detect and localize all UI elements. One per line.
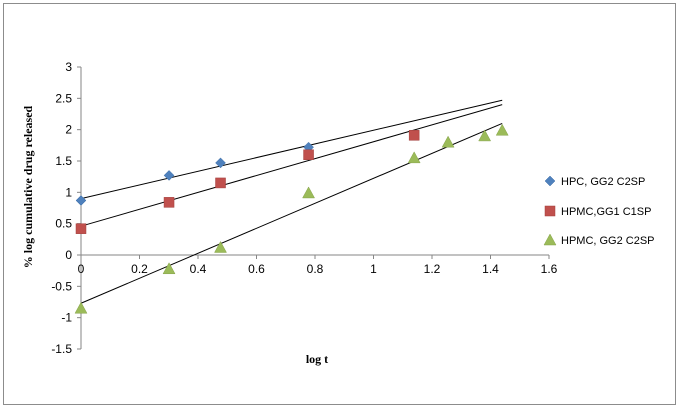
legend-label-1: HPC, GG2 C2SP	[561, 176, 645, 188]
y-axis-title: % log cumulative drug released	[21, 105, 35, 268]
legend-label-3: HPMC, GG2 C2SP	[561, 235, 655, 247]
data-point-series-1	[163, 170, 175, 181]
y-tick-label: 2.5	[55, 91, 72, 105]
y-tick-label: 1	[65, 185, 72, 199]
data-point-series-3	[214, 240, 227, 253]
y-tick-label: 2	[65, 123, 72, 137]
data-point-series-3	[162, 262, 176, 275]
x-axis-title: log t	[306, 352, 328, 366]
x-tick-label: 1.2	[424, 262, 441, 276]
data-point-series-2	[303, 149, 314, 160]
x-tick-label: 1	[370, 262, 377, 276]
y-tick-label: 0.5	[55, 217, 72, 231]
x-tick-label: 0	[78, 262, 85, 276]
data-point-series-3	[407, 151, 421, 164]
chart-frame: 3 2.5 2 1.5 1 0.5 0 -0.5 -1 -1.5 0 0.2 0.4 0.6 0.8 1 1.2…	[3, 3, 676, 405]
data-point-series-1	[215, 157, 226, 169]
y-tick-label: -1.5	[51, 342, 72, 356]
data-point-series-2	[408, 130, 420, 141]
tick-labels-group: 3 2.5 2 1.5 1 0.5 0 -0.5 -1 -1.5 0 0.2 0.4 0.6 0.8 1 1.2…	[51, 60, 557, 356]
legend-label-2: HPMC,GG1 C1SP	[561, 206, 651, 218]
trendline-2	[80, 104, 503, 227]
data-point-series-3	[478, 129, 492, 142]
x-tick-label: 1.6	[541, 262, 558, 276]
y-tick-label: -0.5	[51, 279, 72, 293]
x-tick-label: 0.2	[131, 262, 148, 276]
x-tick-label: 0.8	[307, 262, 324, 276]
data-point-series-3	[495, 123, 509, 136]
trendline-3	[80, 122, 503, 304]
legend-marker-3	[543, 233, 557, 246]
legend-marker-2	[544, 205, 556, 217]
trendline-1	[80, 99, 503, 200]
y-tick-label: 3	[65, 60, 72, 74]
y-tick-label: -1	[61, 311, 72, 325]
y-tick-label: 0	[65, 248, 72, 262]
data-point-series-2	[215, 177, 226, 189]
data-point-series-2	[163, 197, 175, 208]
data-point-series-3	[441, 135, 455, 148]
data-point-series-2	[75, 223, 87, 234]
points-group	[74, 123, 509, 314]
data-point-series-3	[74, 301, 88, 314]
data-point-series-1	[75, 195, 87, 206]
y-tick-label: 1.5	[55, 154, 72, 168]
axes-group	[77, 66, 550, 350]
chart-svg: 3 2.5 2 1.5 1 0.5 0 -0.5 -1 -1.5 0 0.2 0.4 0.6 0.8 1 1.2…	[21, 60, 655, 366]
trendlines-group	[80, 99, 503, 304]
x-tick-label: 0.4	[190, 262, 207, 276]
legend: HPC, GG2 C2SP HPMC,GG1 C1SP HPMC, GG2 C2SP	[543, 175, 655, 247]
legend-marker-1	[544, 175, 556, 187]
data-point-series-3	[302, 186, 315, 199]
x-tick-label: 0.6	[248, 262, 265, 276]
x-tick-label: 1.4	[482, 262, 499, 276]
